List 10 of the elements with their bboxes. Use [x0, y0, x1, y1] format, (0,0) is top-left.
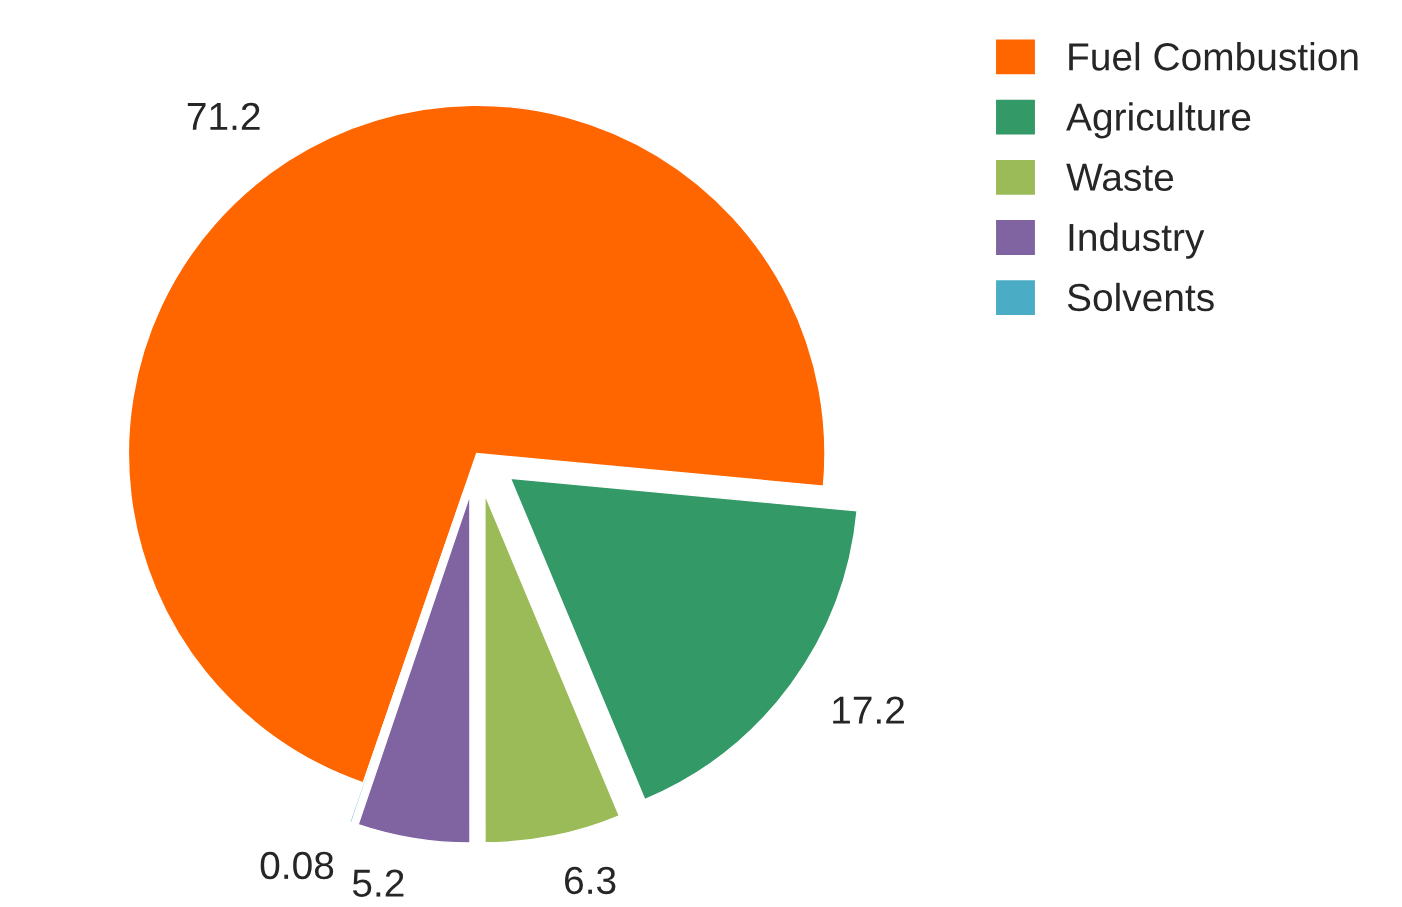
legend-label: Fuel Combustion	[1069, 42, 1358, 71]
data-label: 5.2	[352, 869, 404, 897]
legend-label: Waste	[1066, 163, 1174, 191]
data-label: 17.2	[833, 696, 904, 724]
legend-label: Agriculture	[1066, 102, 1251, 139]
data-label: 6.3	[565, 866, 616, 895]
legend-label: Solvents	[1067, 282, 1214, 312]
legend-label: Industry	[1069, 222, 1205, 259]
data-label: 71.2	[187, 102, 260, 130]
data-label: 0.08	[260, 851, 334, 880]
